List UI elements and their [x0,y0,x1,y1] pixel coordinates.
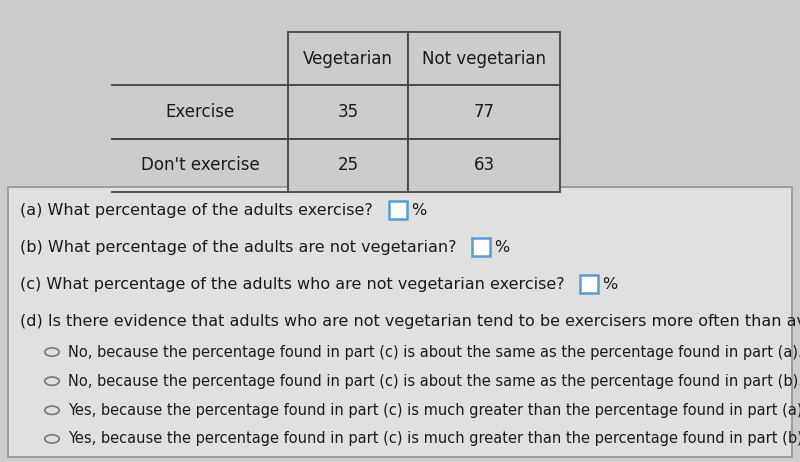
Text: Yes, because the percentage found in part (c) is much greater than the percentag: Yes, because the percentage found in par… [68,403,800,418]
Text: (d) Is there evidence that adults who are not vegetarian tend to be exercisers m: (d) Is there evidence that adults who ar… [20,314,800,328]
Text: Yes, because the percentage found in part (c) is much greater than the percentag: Yes, because the percentage found in par… [68,432,800,446]
Circle shape [45,406,59,414]
Text: No, because the percentage found in part (c) is about the same as the percentage: No, because the percentage found in part… [68,374,800,389]
Bar [408,32,560,85]
Text: 63: 63 [474,156,494,174]
Text: (b) What percentage of the adults are not vegetarian?: (b) What percentage of the adults are no… [20,240,457,255]
Bar [408,85,560,139]
Text: %: % [494,240,509,255]
Text: 25: 25 [338,156,358,174]
Circle shape [45,348,59,356]
Text: 35: 35 [338,103,358,121]
Text: Exercise: Exercise [166,103,234,121]
Text: (c) What percentage of the adults who are not vegetarian exercise?: (c) What percentage of the adults who ar… [20,277,565,292]
Text: %: % [411,203,426,218]
Circle shape [45,377,59,385]
Bar [288,139,408,192]
Circle shape [45,435,59,443]
Bar [580,275,598,293]
Text: No, because the percentage found in part (c) is about the same as the percentage: No, because the percentage found in part… [68,345,800,359]
Bar [288,85,408,139]
Text: (a) What percentage of the adults exercise?: (a) What percentage of the adults exerci… [20,203,373,218]
Text: Vegetarian: Vegetarian [303,50,393,68]
Text: 77: 77 [474,103,494,121]
Text: %: % [602,277,617,292]
Bar [472,238,490,256]
Text: Don't exercise: Don't exercise [141,156,259,174]
FancyBboxPatch shape [8,187,792,457]
Bar [390,201,407,219]
Bar [288,32,408,85]
Text: Not vegetarian: Not vegetarian [422,50,546,68]
Bar [408,139,560,192]
